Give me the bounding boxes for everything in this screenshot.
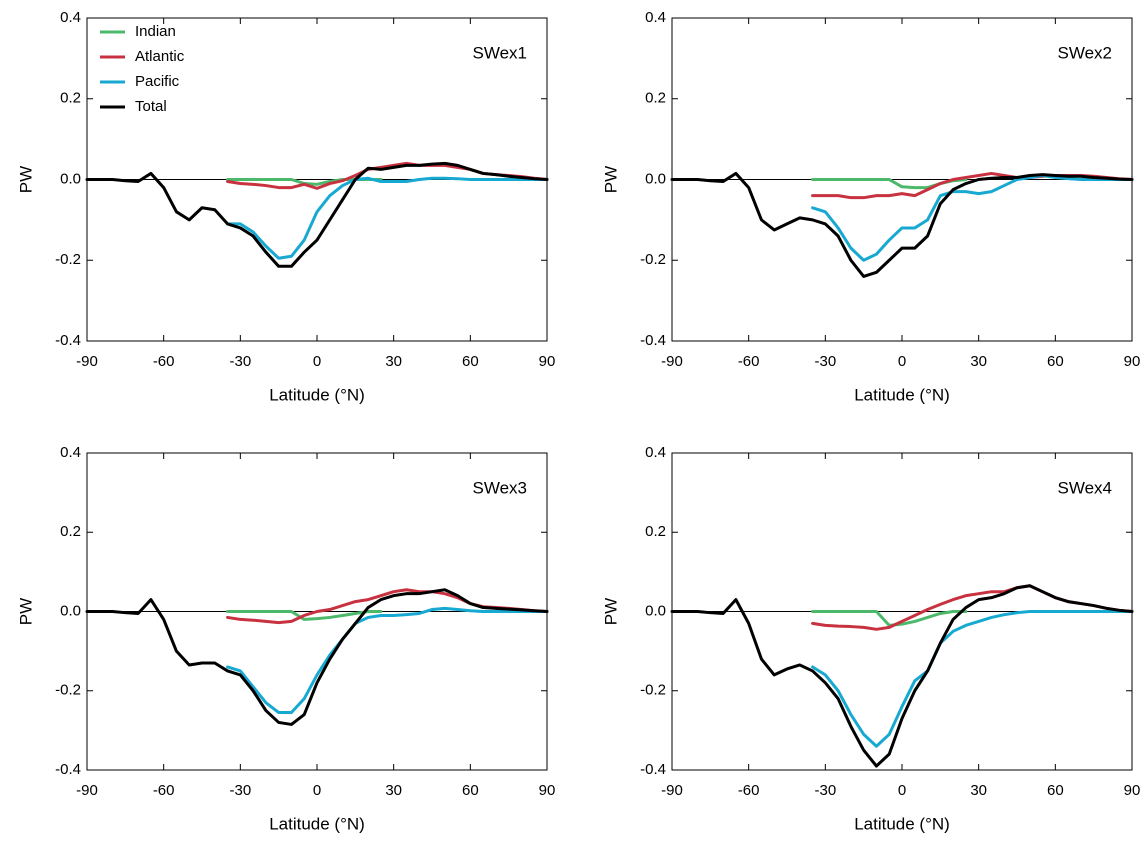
series-line bbox=[85, 588, 549, 726]
series-line bbox=[811, 610, 968, 627]
series-line bbox=[226, 606, 549, 715]
x-tick-label: 90 bbox=[1124, 782, 1141, 799]
x-tick-label: -90 bbox=[76, 353, 98, 370]
x-tick-label: 30 bbox=[385, 782, 402, 799]
x-tick-label: -30 bbox=[814, 353, 836, 370]
x-tick-label: 60 bbox=[462, 782, 479, 799]
y-tick-label: 0.2 bbox=[60, 523, 81, 540]
y-tick-label: 0.4 bbox=[60, 444, 81, 461]
series-line bbox=[670, 171, 1134, 278]
x-tick-label: 60 bbox=[462, 353, 479, 370]
y-axis-title: PW bbox=[16, 166, 35, 193]
x-tick-label: 60 bbox=[1047, 353, 1064, 370]
series-line bbox=[85, 161, 549, 268]
y-tick-label: -0.2 bbox=[55, 682, 81, 699]
x-tick-label: 0 bbox=[898, 353, 906, 370]
x-axis-title: Latitude (°N) bbox=[854, 385, 950, 404]
y-tick-label: 0.0 bbox=[60, 602, 81, 619]
y-axis-title: PW bbox=[16, 598, 35, 625]
series-line bbox=[811, 173, 1134, 262]
x-tick-label: 60 bbox=[1047, 782, 1064, 799]
y-tick-label: -0.4 bbox=[55, 761, 81, 778]
x-tick-label: -60 bbox=[738, 782, 760, 799]
x-tick-label: -60 bbox=[153, 782, 175, 799]
x-tick-label: 30 bbox=[970, 353, 987, 370]
y-tick-label: 0.2 bbox=[645, 523, 666, 540]
y-tick-label: 0.2 bbox=[645, 90, 666, 107]
y-tick-label: 0.4 bbox=[645, 9, 666, 26]
x-axis-title: Latitude (°N) bbox=[854, 814, 950, 833]
x-tick-label: -30 bbox=[229, 782, 251, 799]
panel-title: SWex3 bbox=[473, 478, 528, 497]
x-tick-label: 0 bbox=[313, 782, 321, 799]
x-tick-label: -90 bbox=[661, 782, 683, 799]
y-tick-label: -0.4 bbox=[640, 761, 666, 778]
x-tick-label: 30 bbox=[970, 782, 987, 799]
y-tick-label: 0.0 bbox=[60, 170, 81, 187]
y-tick-label: 0.4 bbox=[645, 444, 666, 461]
x-tick-label: -30 bbox=[229, 353, 251, 370]
legend-label: Pacific bbox=[135, 73, 180, 90]
y-axis-title: PW bbox=[601, 166, 620, 193]
panel-title: SWex2 bbox=[1058, 43, 1113, 62]
y-axis-title: PW bbox=[601, 598, 620, 625]
x-tick-label: -90 bbox=[76, 782, 98, 799]
panel-title: SWex1 bbox=[473, 43, 528, 62]
y-tick-label: -0.2 bbox=[640, 682, 666, 699]
y-tick-label: 0.0 bbox=[645, 170, 666, 187]
y-tick-label: -0.4 bbox=[640, 332, 666, 349]
x-axis-title: Latitude (°N) bbox=[269, 385, 365, 404]
x-tick-label: 90 bbox=[1124, 353, 1141, 370]
x-tick-label: 90 bbox=[539, 353, 556, 370]
y-tick-label: -0.2 bbox=[55, 251, 81, 268]
series-line bbox=[226, 176, 549, 260]
y-tick-label: 0.4 bbox=[60, 9, 81, 26]
legend-label: Atlantic bbox=[135, 48, 185, 65]
y-tick-label: -0.2 bbox=[640, 251, 666, 268]
x-tick-label: -30 bbox=[814, 782, 836, 799]
x-tick-label: -90 bbox=[661, 353, 683, 370]
x-tick-label: -60 bbox=[153, 353, 175, 370]
series-line bbox=[811, 610, 1134, 748]
y-tick-label: 0.0 bbox=[645, 602, 666, 619]
series-line bbox=[226, 588, 549, 625]
x-axis-title: Latitude (°N) bbox=[269, 814, 365, 833]
x-tick-label: 30 bbox=[385, 353, 402, 370]
legend-label: Total bbox=[135, 98, 167, 115]
y-tick-label: 0.2 bbox=[60, 90, 81, 107]
series-line bbox=[226, 610, 383, 621]
x-tick-label: 0 bbox=[313, 353, 321, 370]
x-tick-label: -60 bbox=[738, 353, 760, 370]
x-tick-label: 0 bbox=[898, 782, 906, 799]
legend-label: Indian bbox=[135, 23, 176, 40]
y-tick-label: -0.4 bbox=[55, 332, 81, 349]
series-line bbox=[670, 584, 1134, 768]
panel-title: SWex4 bbox=[1058, 478, 1113, 497]
x-tick-label: 90 bbox=[539, 782, 556, 799]
